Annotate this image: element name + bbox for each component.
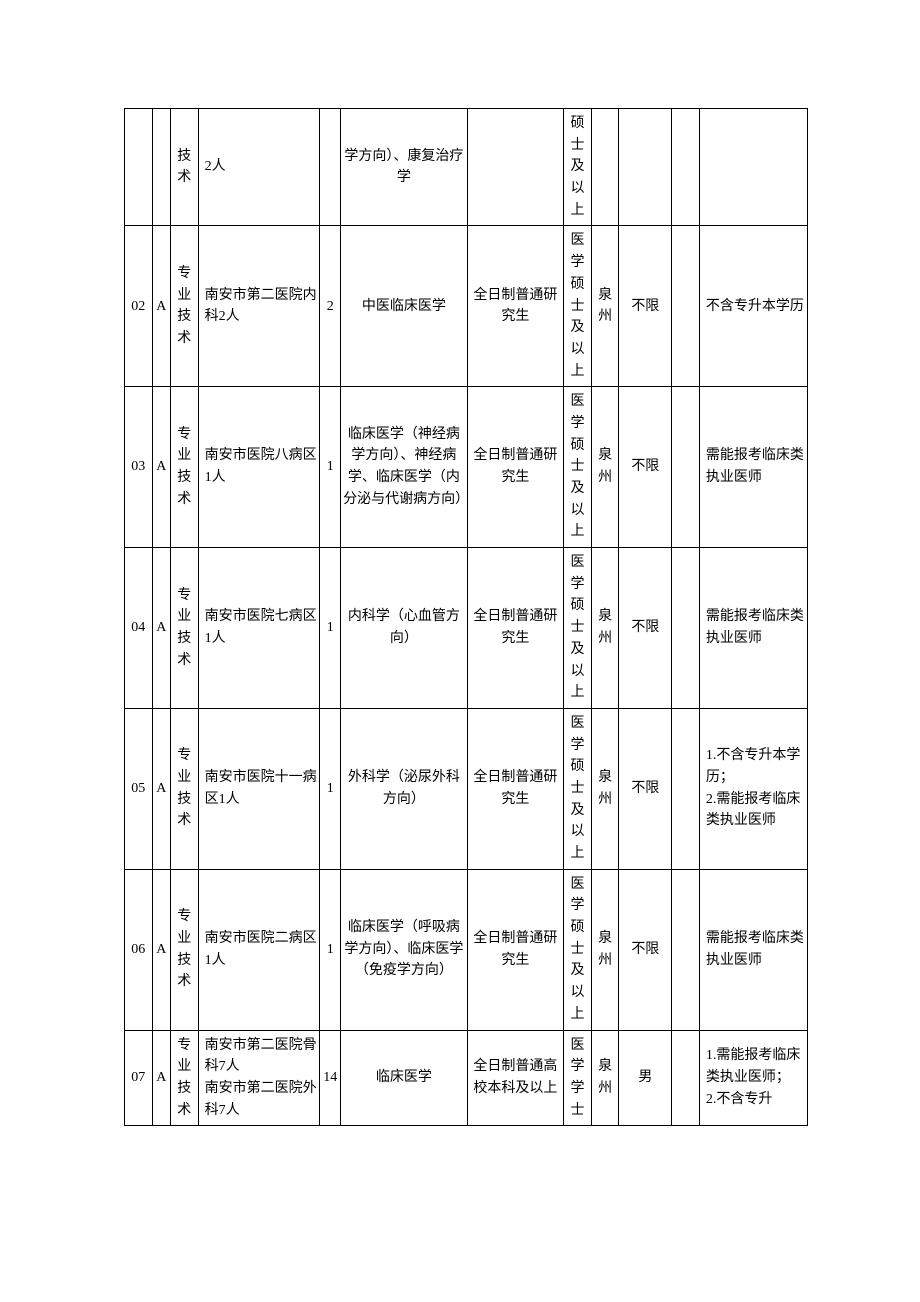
cell-notes: 不含专升本学历 <box>699 226 807 387</box>
cell-code: 07 <box>125 1030 153 1126</box>
cell-count: 1 <box>320 708 341 869</box>
cell-count: 1 <box>320 869 341 1030</box>
cell-gender: 不限 <box>619 869 672 1030</box>
cell-count: 2 <box>320 226 341 387</box>
cell-education: 全日制普通高校本科及以上 <box>467 1030 564 1126</box>
cell-degree: 医学硕士及以上 <box>564 548 592 709</box>
table-row: 04 A 专业技术 南安市医院七病区1人 1 内科学（心血管方向） 全日制普通研… <box>125 548 808 709</box>
cell-category: 专业技术 <box>170 226 198 387</box>
cell-degree: 医学学士 <box>564 1030 592 1126</box>
cell-education: 全日制普通研究生 <box>467 226 564 387</box>
cell-notes: 1.不含专升本学历；2.需能报考临床类执业医师 <box>699 708 807 869</box>
cell-class: A <box>152 226 170 387</box>
table-row: 06 A 专业技术 南安市医院二病区1人 1 临床医学（呼吸病学方向）、临床医学… <box>125 869 808 1030</box>
cell-category: 专业技术 <box>170 1030 198 1126</box>
cell-class <box>152 109 170 226</box>
cell-location: 泉州 <box>591 708 619 869</box>
cell-education: 全日制普通研究生 <box>467 869 564 1030</box>
document-page: 技术 2人 学方向）、康复治疗学 硕士及以上 02 A 专业技术 南安市第二医院… <box>0 0 920 1216</box>
cell-class: A <box>152 387 170 548</box>
table-row: 02 A 专业技术 南安市第二医院内科2人 2 中医临床医学 全日制普通研究生 … <box>125 226 808 387</box>
cell-category: 专业技术 <box>170 387 198 548</box>
cell-notes: 需能报考临床类执业医师 <box>699 869 807 1030</box>
cell-gender: 男 <box>619 1030 672 1126</box>
table-row: 05 A 专业技术 南安市医院十一病区1人 1 外科学（泌尿外科方向） 全日制普… <box>125 708 808 869</box>
cell-position: 南安市医院二病区1人 <box>198 869 320 1030</box>
cell-major: 临床医学（呼吸病学方向）、临床医学（免疫学方向） <box>341 869 467 1030</box>
cell-major: 临床医学 <box>341 1030 467 1126</box>
cell-extra <box>672 1030 700 1126</box>
cell-degree: 医学硕士及以上 <box>564 708 592 869</box>
cell-extra <box>672 226 700 387</box>
cell-class: A <box>152 869 170 1030</box>
cell-notes: 1.需能报考临床类执业医师；2.不含专升 <box>699 1030 807 1126</box>
cell-education: 全日制普通研究生 <box>467 708 564 869</box>
cell-gender: 不限 <box>619 548 672 709</box>
table-row: 技术 2人 学方向）、康复治疗学 硕士及以上 <box>125 109 808 226</box>
cell-notes: 需能报考临床类执业医师 <box>699 548 807 709</box>
cell-code: 06 <box>125 869 153 1030</box>
cell-code: 03 <box>125 387 153 548</box>
cell-location: 泉州 <box>591 869 619 1030</box>
cell-position: 南安市医院十一病区1人 <box>198 708 320 869</box>
cell-location: 泉州 <box>591 387 619 548</box>
cell-position: 2人 <box>198 109 320 226</box>
cell-gender <box>619 109 672 226</box>
cell-education: 全日制普通研究生 <box>467 387 564 548</box>
cell-category: 专业技术 <box>170 869 198 1030</box>
cell-category: 专业技术 <box>170 548 198 709</box>
cell-count <box>320 109 341 226</box>
cell-position: 南安市第二医院骨科7人南安市第二医院外科7人 <box>198 1030 320 1126</box>
cell-code: 04 <box>125 548 153 709</box>
cell-position: 南安市医院八病区1人 <box>198 387 320 548</box>
cell-code <box>125 109 153 226</box>
cell-extra <box>672 708 700 869</box>
cell-degree: 医学硕士及以上 <box>564 869 592 1030</box>
cell-education: 全日制普通研究生 <box>467 548 564 709</box>
cell-major: 中医临床医学 <box>341 226 467 387</box>
table-row: 03 A 专业技术 南安市医院八病区1人 1 临床医学（神经病学方向）、神经病学… <box>125 387 808 548</box>
cell-notes: 需能报考临床类执业医师 <box>699 387 807 548</box>
cell-location: 泉州 <box>591 1030 619 1126</box>
cell-count: 14 <box>320 1030 341 1126</box>
cell-degree: 医学硕士及以上 <box>564 387 592 548</box>
cell-gender: 不限 <box>619 226 672 387</box>
cell-location: 泉州 <box>591 226 619 387</box>
cell-gender: 不限 <box>619 708 672 869</box>
cell-degree: 硕士及以上 <box>564 109 592 226</box>
cell-major: 内科学（心血管方向） <box>341 548 467 709</box>
cell-gender: 不限 <box>619 387 672 548</box>
cell-major: 外科学（泌尿外科方向） <box>341 708 467 869</box>
cell-class: A <box>152 1030 170 1126</box>
cell-location: 泉州 <box>591 548 619 709</box>
cell-extra <box>672 548 700 709</box>
recruitment-table: 技术 2人 学方向）、康复治疗学 硕士及以上 02 A 专业技术 南安市第二医院… <box>124 108 808 1126</box>
cell-major: 学方向）、康复治疗学 <box>341 109 467 226</box>
table-body: 技术 2人 学方向）、康复治疗学 硕士及以上 02 A 专业技术 南安市第二医院… <box>125 109 808 1126</box>
cell-category: 技术 <box>170 109 198 226</box>
cell-count: 1 <box>320 387 341 548</box>
cell-degree: 医学硕士及以上 <box>564 226 592 387</box>
cell-education <box>467 109 564 226</box>
cell-extra <box>672 869 700 1030</box>
cell-class: A <box>152 548 170 709</box>
cell-extra <box>672 387 700 548</box>
cell-position: 南安市第二医院内科2人 <box>198 226 320 387</box>
table-row: 07 A 专业技术 南安市第二医院骨科7人南安市第二医院外科7人 14 临床医学… <box>125 1030 808 1126</box>
cell-extra <box>672 109 700 226</box>
cell-position: 南安市医院七病区1人 <box>198 548 320 709</box>
cell-notes <box>699 109 807 226</box>
cell-category: 专业技术 <box>170 708 198 869</box>
cell-major: 临床医学（神经病学方向）、神经病学、临床医学（内分泌与代谢病方向） <box>341 387 467 548</box>
cell-location <box>591 109 619 226</box>
cell-code: 05 <box>125 708 153 869</box>
cell-count: 1 <box>320 548 341 709</box>
cell-code: 02 <box>125 226 153 387</box>
cell-class: A <box>152 708 170 869</box>
